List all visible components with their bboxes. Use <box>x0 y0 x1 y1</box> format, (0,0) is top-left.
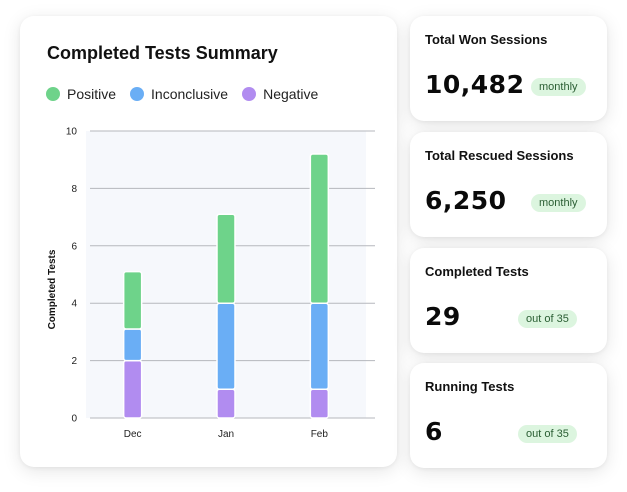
legend-item-inconclusive[interactable]: Inconclusive <box>130 86 228 102</box>
x-tick-label: Feb <box>311 429 329 440</box>
y-tick-label: 0 <box>71 414 77 425</box>
stat-card-won-sessions: Total Won Sessions 10,482 monthly <box>410 16 607 121</box>
x-tick-label: Jan <box>218 429 234 440</box>
legend-item-positive[interactable]: Positive <box>46 86 116 102</box>
stat-badge: monthly <box>531 194 586 212</box>
chart-card: Completed Tests Summary Positive Inconcl… <box>20 16 397 467</box>
chart-legend: Positive Inconclusive Negative <box>46 86 318 102</box>
y-tick-label: 4 <box>71 299 77 310</box>
bar-segment-positive <box>309 153 330 304</box>
stat-badge: monthly <box>531 78 586 96</box>
y-axis-label: Completed Tests <box>47 249 58 329</box>
stat-badge: out of 35 <box>518 425 577 443</box>
legend-swatch-inconclusive <box>130 87 145 101</box>
legend-label-positive: Positive <box>67 86 117 102</box>
y-tick-label: 6 <box>71 241 77 252</box>
y-tick-label: 2 <box>71 356 77 367</box>
x-tick-label: Dec <box>124 429 142 440</box>
stat-card-rescued-sessions: Total Rescued Sessions 6,250 monthly <box>410 132 607 237</box>
bar-segment-inconclusive <box>309 302 330 391</box>
stat-value: 6,250 <box>425 186 507 215</box>
legend-swatch-negative <box>242 87 257 101</box>
stat-badge: out of 35 <box>518 310 577 328</box>
bar-segment-negative <box>122 359 143 419</box>
stat-title: Completed Tests <box>425 264 529 279</box>
stat-title: Total Rescued Sessions <box>425 148 574 163</box>
stat-value: 10,482 <box>425 70 525 99</box>
stat-title: Running Tests <box>425 379 515 394</box>
y-tick-label: 10 <box>66 127 78 138</box>
stat-value: 29 <box>425 302 461 331</box>
stat-card-running-tests: Running Tests 6 out of 35 <box>410 363 607 468</box>
bar-segment-positive <box>216 213 236 304</box>
chart-title: Completed Tests Summary <box>47 43 278 63</box>
legend-item-negative[interactable]: Negative <box>242 86 318 102</box>
legend-swatch-positive <box>46 87 60 101</box>
bar-segment-positive <box>122 270 143 330</box>
bar-segment-inconclusive <box>122 328 143 362</box>
bar-segment-inconclusive <box>216 302 236 391</box>
stat-value: 6 <box>425 417 443 446</box>
legend-label-negative: Negative <box>263 86 319 102</box>
bar-segment-negative <box>309 388 330 419</box>
stat-title: Total Won Sessions <box>425 32 548 47</box>
stacked-bar-chart: 0 2 4 6 8 10 Completed Tests Dec Jan Feb <box>47 127 375 440</box>
legend-label-inconclusive: Inconclusive <box>151 86 229 102</box>
bar-segment-negative <box>216 388 236 419</box>
stat-card-completed-tests: Completed Tests 29 out of 35 <box>410 248 607 353</box>
y-tick-label: 8 <box>71 184 77 195</box>
